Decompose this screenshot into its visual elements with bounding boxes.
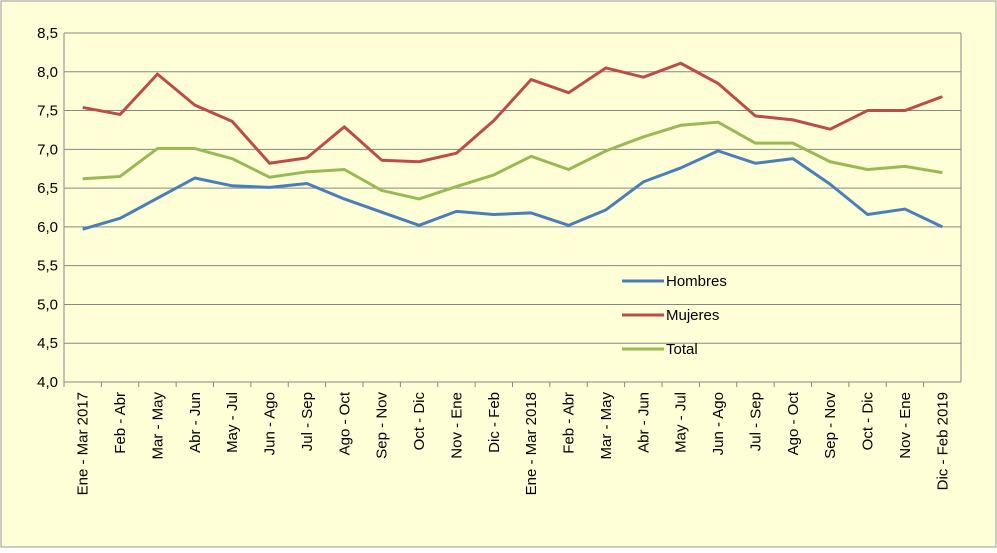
x-tick-label: May - Jul xyxy=(224,392,241,453)
y-tick-label: 6,5 xyxy=(37,180,58,197)
x-tick-label: Oct - Dic xyxy=(860,392,877,451)
y-tick-label: 5,0 xyxy=(37,296,58,313)
x-tick-label: Sep - Nov xyxy=(822,392,839,459)
x-tick-label: Ago - Oct xyxy=(785,391,802,455)
x-tick-label: Dic - Feb 2019 xyxy=(934,392,951,490)
x-tick-label: Ago - Oct xyxy=(336,391,353,455)
series-line xyxy=(82,149,943,231)
x-tick-label: Jun - Ago xyxy=(262,392,279,455)
x-tick-label: Feb - Abr xyxy=(112,392,129,454)
legend-label: Hombres xyxy=(666,273,727,290)
series-line xyxy=(82,120,943,201)
x-tick-label: Jul - Sep xyxy=(299,392,316,451)
x-tick-label: Dic - Feb xyxy=(486,392,503,453)
y-tick-label: 7,0 xyxy=(37,141,58,158)
x-tick-label: Abr - Jun xyxy=(635,392,652,453)
x-tick-label: Ene - Mar 2018 xyxy=(523,392,540,495)
x-tick-label: Jul - Sep xyxy=(747,392,764,451)
x-tick-label: Mar - May xyxy=(598,392,615,460)
x-tick-label: Ene - Mar 2017 xyxy=(75,392,92,495)
y-tick-label: 8,0 xyxy=(37,64,58,81)
x-tick-label: Nov - Ene xyxy=(897,392,914,459)
y-tick-label: 5,5 xyxy=(37,258,58,275)
y-tick-label: 4,0 xyxy=(37,374,58,391)
y-tick-label: 4,5 xyxy=(37,335,58,352)
legend-label: Total xyxy=(666,341,698,358)
x-tick-label: Abr - Jun xyxy=(187,392,204,453)
y-tick-label: 7,5 xyxy=(37,103,58,120)
series-line xyxy=(82,61,943,165)
x-tick-label: Sep - Nov xyxy=(374,392,391,459)
x-tick-label: Mar - May xyxy=(149,392,166,460)
x-tick-label: Feb - Abr xyxy=(561,392,578,454)
x-tick-label: May - Jul xyxy=(673,392,690,453)
x-tick-label: Nov - Ene xyxy=(448,392,465,459)
y-tick-label: 6,0 xyxy=(37,219,58,236)
x-tick-label: Jun - Ago xyxy=(710,392,727,455)
y-tick-label: 8,5 xyxy=(37,25,58,42)
x-tick-label: Oct - Dic xyxy=(411,392,428,451)
legend-label: Mujeres xyxy=(666,307,719,324)
